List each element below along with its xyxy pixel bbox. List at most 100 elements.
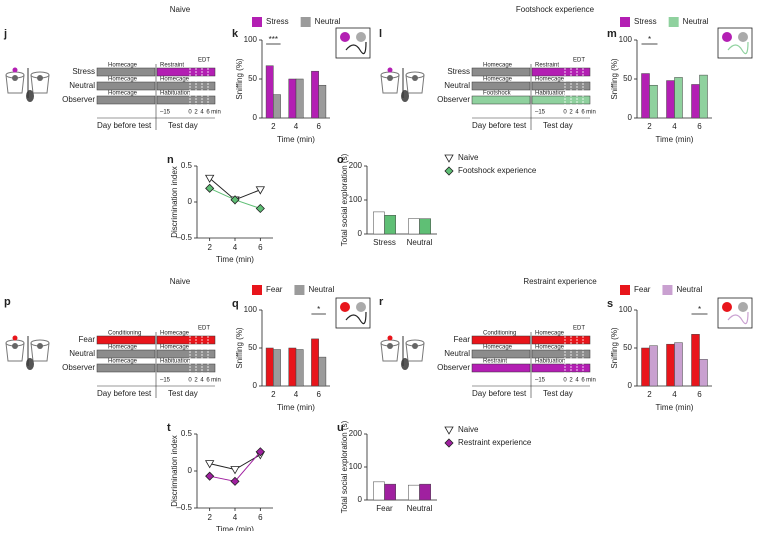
- bar: [699, 359, 708, 387]
- before-bar: [96, 67, 156, 77]
- marker: [204, 460, 215, 469]
- row-label: Stress: [72, 67, 95, 76]
- inset-icon: [738, 32, 748, 42]
- cage-icon: [405, 74, 425, 94]
- x-axis-title: Time (min): [656, 135, 694, 144]
- y-tick-label: 100: [244, 35, 258, 44]
- x-tick-label: 2: [207, 513, 212, 522]
- y-tick-label: 100: [349, 195, 363, 204]
- timeline-tick: 0: [188, 110, 192, 116]
- before-bar: [471, 335, 531, 345]
- test-label: Homecage: [535, 345, 565, 351]
- bar: [691, 334, 700, 387]
- y-axis-title: Sniffing (%): [235, 58, 244, 100]
- y-tick-label: 50: [623, 343, 632, 352]
- test-label: Homecage: [160, 77, 190, 83]
- x-tick-label: 6: [316, 122, 321, 131]
- timeline-tick: min: [211, 378, 221, 384]
- bar: [288, 347, 297, 387]
- bar: [666, 343, 675, 387]
- panel-letter: q: [232, 298, 239, 310]
- test-label: Restraint: [160, 63, 184, 69]
- x-tick-label: 2: [271, 122, 276, 131]
- significance: ***: [269, 35, 278, 44]
- legend-swatch: [294, 285, 305, 295]
- marker: [230, 195, 240, 205]
- row-label: Observer: [62, 95, 95, 104]
- before-bar: [471, 81, 531, 91]
- bar: [408, 218, 420, 235]
- y-tick-label: 0: [628, 381, 633, 390]
- y-axis-title: Discrimination index: [170, 166, 179, 238]
- test-label: Homecage: [160, 345, 190, 351]
- x-tick-label: 2: [647, 122, 652, 131]
- y-tick-label: 200: [349, 429, 363, 438]
- bar: [273, 94, 281, 119]
- heart-icon: [12, 335, 18, 341]
- section-title: Footshock experience: [516, 5, 595, 14]
- before-bar: [471, 349, 531, 359]
- marker: [255, 186, 266, 195]
- legend-label: Stress: [634, 17, 657, 26]
- panel-letter: n: [167, 154, 174, 166]
- edt-label: EDT: [573, 58, 585, 64]
- observer-icon: [26, 358, 34, 370]
- x-axis-title: Time (min): [277, 135, 315, 144]
- test-bar: [531, 335, 591, 345]
- timeline-tick: 6: [206, 110, 210, 116]
- day-label: Day before test: [472, 389, 527, 398]
- timeline-tick: min: [211, 110, 221, 116]
- panel-letter: t: [167, 422, 171, 434]
- timeline-tick: 0: [188, 378, 192, 384]
- row-label: Stress: [447, 67, 470, 76]
- cage-icon: [5, 74, 25, 94]
- timeline-tick: 6: [581, 110, 585, 116]
- bar: [419, 483, 431, 501]
- marker: [204, 174, 215, 184]
- y-tick-label: 0: [358, 495, 363, 504]
- mouse-icon: [37, 343, 43, 349]
- inset-icon: [722, 302, 732, 312]
- row-label: Fear: [79, 335, 96, 344]
- before-label: Footshock: [483, 91, 512, 97]
- before-label: Restraint: [483, 359, 507, 365]
- before-bar: [96, 95, 156, 105]
- timeline-tick: –15: [535, 378, 546, 384]
- timeline-tick: 2: [194, 378, 198, 384]
- timeline-tick: min: [586, 378, 596, 384]
- y-tick-label: –0.5: [176, 233, 192, 242]
- before-bar: [96, 363, 156, 373]
- bar: [311, 70, 319, 119]
- legend-label: Neutral: [683, 17, 709, 26]
- x-tick-label: Fear: [376, 504, 393, 513]
- bar: [288, 78, 297, 119]
- mouse-icon: [387, 343, 393, 349]
- inset-icon: [738, 302, 748, 312]
- x-tick-label: 6: [697, 390, 702, 399]
- legend-label: Naive: [458, 425, 479, 434]
- bar: [641, 73, 650, 119]
- bar: [273, 349, 281, 387]
- row-label: Neutral: [444, 81, 470, 90]
- cage-icon: [380, 342, 400, 362]
- bar: [666, 80, 675, 119]
- edt-label: EDT: [573, 326, 585, 332]
- y-axis-title: Sniffing (%): [610, 327, 619, 369]
- bar: [384, 483, 396, 501]
- day-label: Test day: [168, 389, 198, 398]
- bar: [641, 347, 650, 387]
- row-label: Observer: [62, 363, 95, 372]
- before-bar: [96, 81, 156, 91]
- marker: [205, 183, 215, 193]
- row-label: Observer: [437, 363, 470, 372]
- before-bar: [96, 349, 156, 359]
- test-bar: [156, 81, 216, 91]
- legend-swatch: [620, 285, 630, 295]
- bar: [674, 77, 683, 119]
- inset-frame: [717, 297, 753, 329]
- inset-icon: [722, 32, 732, 42]
- timeline-tick: min: [586, 110, 596, 116]
- day-label: Test day: [543, 389, 573, 398]
- y-tick-label: 0: [628, 113, 633, 122]
- edt-label: EDT: [198, 58, 210, 64]
